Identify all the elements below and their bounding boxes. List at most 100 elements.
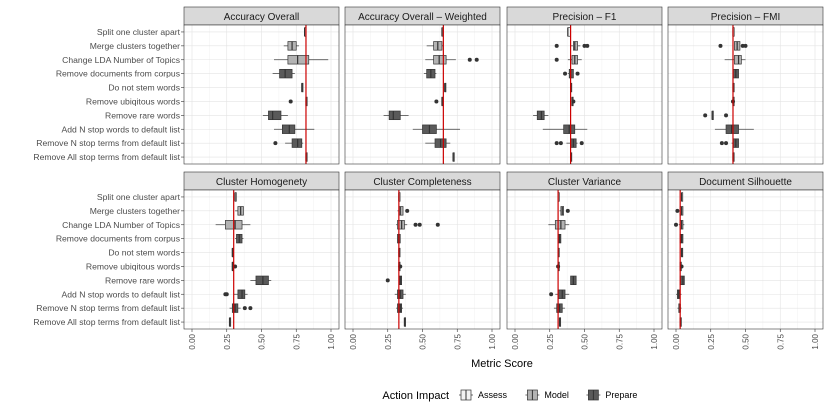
legend-title: Action Impact <box>382 390 449 402</box>
box-remove-n-stop-terms-from-default-list <box>425 138 451 148</box>
category-label: Add N stop words to default list <box>62 289 181 299</box>
x-tick-label: 0.00 <box>349 333 358 349</box>
box-body <box>679 275 685 286</box>
outlier-point <box>288 99 293 104</box>
outlier-point <box>675 208 680 213</box>
x-tick-label: 0.25 <box>546 333 555 349</box>
category-label: Do not stem words <box>108 248 180 258</box>
outlier-point <box>740 43 745 48</box>
box-merge-clusters-together <box>235 206 244 216</box>
panel-precision-f1: Precision – F1 <box>506 6 663 165</box>
box-merge-clusters-together <box>283 41 300 51</box>
x-tick-label: 0.25 <box>384 333 393 349</box>
category-label: Remove ubiqitous words <box>86 261 180 271</box>
box-remove-rare-words <box>250 275 272 286</box>
box-body <box>237 289 246 299</box>
box-remove-documents-from-corpus <box>423 68 437 79</box>
category-label: Merge clusters together <box>90 206 180 216</box>
outlier-point <box>467 57 472 62</box>
box-body <box>397 220 405 230</box>
box-remove-rare-words <box>383 110 409 121</box>
panel-title: Document Silhouette <box>699 177 792 188</box>
category-label: Split one cluster apart <box>97 27 181 37</box>
outlier-point <box>575 71 580 76</box>
box-remove-documents-from-corpus <box>235 233 244 244</box>
outlier-point <box>435 222 440 227</box>
box-split-one-cluster-apart <box>680 192 684 202</box>
x-tick-label: 0.50 <box>581 333 590 349</box>
legend-item-model: Model <box>524 388 569 402</box>
box-add-n-stop-words-to-default-list <box>542 124 588 134</box>
box-body <box>279 68 293 79</box>
box-body <box>287 55 310 65</box>
outlier-point <box>703 113 708 118</box>
outlier-point <box>434 99 439 104</box>
box-do-not-stem-words <box>301 82 304 93</box>
box-remove-n-stop-terms-from-default-list <box>229 303 253 313</box>
category-label: Remove rare words <box>105 110 180 120</box>
x-tick-label: 1.00 <box>327 333 336 349</box>
category-label: Split one cluster apart <box>97 192 181 202</box>
outlier-point <box>724 113 729 118</box>
category-label: Remove rare words <box>105 275 180 285</box>
outlier-point <box>248 306 253 311</box>
panel-title: Precision – F1 <box>553 12 617 23</box>
category-label: Remove All stop terms from default list <box>33 317 180 327</box>
x-tick-label: 0.00 <box>511 333 520 349</box>
panel-title: Accuracy Overall <box>224 12 300 23</box>
category-label: Merge clusters together <box>90 41 180 51</box>
outlier-point <box>242 306 247 311</box>
outlier-point <box>273 141 278 146</box>
box-body <box>554 220 566 230</box>
outlier-point <box>554 57 559 62</box>
box-change-lda-number-of-topics <box>674 220 685 230</box>
category-label: Add N stop words to default list <box>62 124 181 134</box>
panel-border <box>506 24 663 165</box>
box-body <box>282 124 296 134</box>
box-body <box>725 124 739 134</box>
outlier-point <box>582 43 587 48</box>
category-label: Change LDA Number of Topics <box>62 55 180 65</box>
x-tick-label: 0.75 <box>292 333 301 349</box>
panel-document-silhouette: Document Silhouette <box>667 171 824 330</box>
x-tick-label: 0.50 <box>258 333 267 349</box>
panel-border <box>667 24 824 165</box>
panel-title: Cluster Variance <box>548 177 622 188</box>
box-do-not-stem-words <box>680 247 684 258</box>
box-change-lda-number-of-topics <box>425 55 479 65</box>
outlier-point <box>719 141 724 146</box>
x-tick-label: 0.00 <box>672 333 681 349</box>
panel-cluster-completeness: Cluster Completeness <box>344 171 501 330</box>
x-tick-label: 1.00 <box>488 333 497 349</box>
outlier-point <box>417 222 422 227</box>
box-remove-all-stop-terms-from-default-list <box>558 317 562 327</box>
box-merge-clusters-together <box>559 206 570 216</box>
outlier-point <box>554 43 559 48</box>
panel-precision-fmi: Precision – FMI <box>667 6 824 165</box>
box-remove-rare-words <box>679 275 685 286</box>
box-body <box>291 138 303 148</box>
x-tick-label: 0.75 <box>615 333 624 349</box>
panel-title: Cluster Completeness <box>373 177 471 188</box>
panel-title: Cluster Homogenety <box>216 177 307 188</box>
box-body <box>433 55 447 65</box>
category-label: Remove documents from corpus <box>56 69 180 79</box>
box-split-one-cluster-apart <box>234 192 237 202</box>
category-label: Do not stem words <box>108 83 180 93</box>
x-tick-label: 1.00 <box>811 333 820 349</box>
box-body <box>255 275 269 286</box>
box-change-lda-number-of-topics <box>396 220 440 230</box>
legend-item-assess: Assess <box>458 388 508 402</box>
x-tick-label: 0.25 <box>707 333 716 349</box>
box-remove-all-stop-terms-from-default-list <box>452 152 455 162</box>
outlier-point <box>385 278 390 283</box>
legend-label: Model <box>544 390 569 400</box>
box-remove-n-stop-terms-from-default-list <box>273 138 304 148</box>
outlier-point <box>674 222 678 227</box>
box-body <box>557 289 566 299</box>
box-merge-clusters-together <box>718 41 748 51</box>
legend-label: Assess <box>478 390 508 400</box>
outlier-point <box>224 292 229 297</box>
category-label: Change LDA Number of Topics <box>62 220 180 230</box>
x-tick-label: 0.75 <box>776 333 785 349</box>
